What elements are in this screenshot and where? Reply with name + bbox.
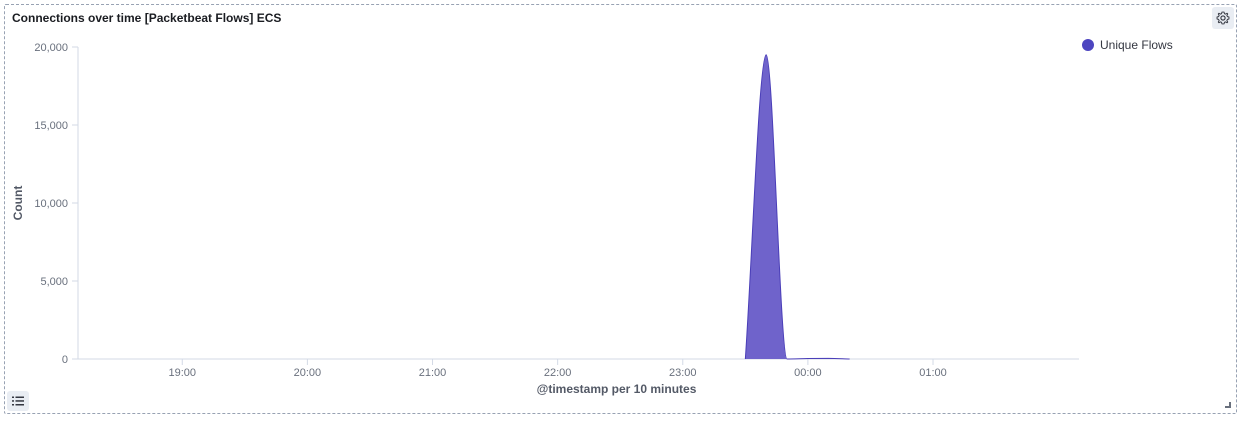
legend-toggle-button[interactable] xyxy=(7,391,29,411)
y-tick-label: 20,000 xyxy=(34,42,68,54)
panel-options-button[interactable] xyxy=(1212,7,1234,29)
resize-handle[interactable] xyxy=(1225,402,1231,408)
y-tick-label: 0 xyxy=(62,354,68,366)
visualization-panel: Connections over time [Packetbeat Flows]… xyxy=(4,4,1237,414)
series-line-unique-flows xyxy=(744,54,850,360)
x-tick-label: 19:00 xyxy=(169,367,197,379)
y-axis-title: Count xyxy=(11,186,25,221)
x-tick-label: 20:00 xyxy=(294,367,322,379)
x-tick-label: 21:00 xyxy=(419,367,447,379)
y-tick-label: 10,000 xyxy=(34,198,68,210)
x-axis-title: @timestamp per 10 minutes xyxy=(537,382,697,396)
y-tick-label: 15,000 xyxy=(34,120,68,132)
legend-label: Unique Flows xyxy=(1100,38,1173,52)
x-tick-label: 01:00 xyxy=(919,367,947,379)
y-tick-label: 5,000 xyxy=(40,276,68,288)
panel-title: Connections over time [Packetbeat Flows]… xyxy=(12,11,282,25)
list-icon xyxy=(12,396,24,406)
x-tick-label: 22:00 xyxy=(544,367,572,379)
series-area-unique-flows xyxy=(745,54,850,360)
legend-item-unique-flows[interactable]: Unique Flows xyxy=(1082,38,1173,52)
x-tick-label: 23:00 xyxy=(669,367,697,379)
legend-color-dot xyxy=(1082,39,1094,51)
x-tick-label: 00:00 xyxy=(794,367,822,379)
gear-icon xyxy=(1216,11,1230,25)
